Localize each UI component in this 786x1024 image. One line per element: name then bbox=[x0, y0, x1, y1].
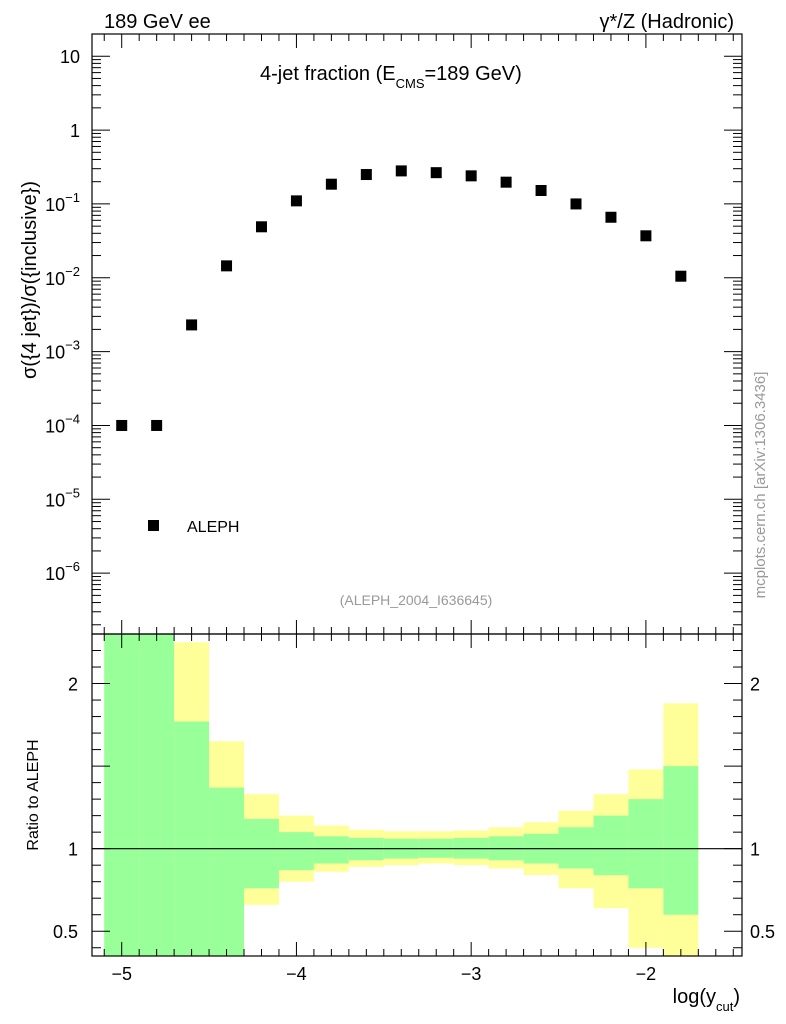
inner-band-bin bbox=[104, 634, 140, 956]
y-tick-label: 10−3 bbox=[45, 338, 80, 363]
data-point-aleph bbox=[116, 419, 128, 431]
y-tick-label-exponent: −5 bbox=[65, 485, 80, 500]
x-axis-label-subscript: cut bbox=[716, 999, 734, 1014]
inner-band-bin bbox=[244, 818, 279, 889]
y-tick-label: 1 bbox=[70, 121, 80, 141]
data-point-aleph bbox=[500, 176, 512, 188]
legend-label-aleph: ALEPH bbox=[187, 519, 239, 536]
x-tick-label: −3 bbox=[461, 964, 482, 984]
data-point-aleph bbox=[640, 230, 652, 242]
x-axis-label-main: log(y bbox=[673, 986, 716, 1008]
y-tick-label-base: 10 bbox=[45, 490, 65, 510]
x-tick-label: −5 bbox=[111, 964, 132, 984]
y-tick-label-exponent: −3 bbox=[65, 338, 80, 353]
y-tick-label: 10−1 bbox=[45, 190, 80, 215]
analysis-id-label: (ALEPH_2004_I636645) bbox=[340, 592, 493, 608]
bottom-y-axis-label: Ratio to ALEPH bbox=[25, 739, 42, 850]
data-point-aleph bbox=[570, 198, 582, 210]
header-left-label: 189 GeV ee bbox=[104, 11, 211, 33]
data-point-aleph bbox=[430, 167, 442, 179]
y-tick-label-base: 10 bbox=[45, 564, 65, 584]
bottom-panel-frame bbox=[91, 633, 743, 957]
legend: ALEPH bbox=[148, 519, 239, 536]
y-tick-label-exponent: −2 bbox=[65, 264, 80, 279]
data-points bbox=[116, 165, 687, 431]
data-point-aleph bbox=[395, 165, 407, 177]
inner-band-bin bbox=[209, 787, 245, 956]
ratio-y-tick-label-left: 2 bbox=[68, 675, 78, 695]
side-credit-label: mcplots.cern.ch [arXiv:1306.3436] bbox=[752, 372, 769, 599]
inner-band-bin bbox=[558, 827, 594, 869]
y-tick-label: 10−5 bbox=[45, 485, 80, 510]
y-tick-label: 10−4 bbox=[45, 411, 80, 436]
data-point-aleph bbox=[605, 211, 617, 223]
inner-band-bin bbox=[174, 721, 210, 956]
x-axis-label-end: ) bbox=[733, 986, 740, 1008]
ratio-y-tick-label-right: 1 bbox=[750, 840, 760, 860]
data-point-aleph bbox=[221, 260, 233, 272]
inner-band-bin bbox=[628, 799, 664, 889]
y-tick-label-exponent: −4 bbox=[65, 411, 80, 426]
ratio-y-tick-label-right: 0.5 bbox=[750, 922, 775, 942]
inner-band-bin bbox=[313, 836, 349, 864]
y-tick-label: 10−6 bbox=[45, 559, 80, 584]
y-tick-label: 10 bbox=[60, 47, 80, 67]
data-point-aleph bbox=[290, 195, 302, 207]
inner-band-bin bbox=[278, 832, 314, 871]
title-end: =189 GeV) bbox=[425, 63, 522, 85]
top-y-axis-label: σ({4 jet})/σ({inclusive}) bbox=[19, 181, 41, 379]
y-tick-label-base: 10 bbox=[45, 416, 65, 436]
data-point-aleph bbox=[535, 184, 547, 196]
y-tick-label-base: 10 bbox=[60, 47, 80, 67]
x-tick-label: −2 bbox=[636, 964, 657, 984]
data-point-aleph bbox=[255, 221, 267, 233]
y-tick-label-base: 10 bbox=[45, 269, 65, 289]
inner-band-bin bbox=[593, 815, 629, 876]
ratio-y-tick-label-right: 2 bbox=[750, 675, 760, 695]
title-main: 4-jet fraction (E bbox=[260, 63, 396, 85]
axes bbox=[91, 33, 743, 957]
data-point-aleph bbox=[151, 419, 163, 431]
inner-band-bin bbox=[139, 634, 175, 956]
ratio-bands bbox=[104, 634, 699, 956]
y-tick-label-exponent: −1 bbox=[65, 190, 80, 205]
data-point-aleph bbox=[675, 270, 687, 282]
legend-marker-aleph bbox=[148, 520, 159, 531]
y-tick-label-base: 1 bbox=[70, 121, 80, 141]
header-right-label: γ*/Z (Hadronic) bbox=[600, 11, 734, 33]
x-tick-label: −4 bbox=[286, 964, 307, 984]
y-tick-label: 10−2 bbox=[45, 264, 80, 289]
data-point-aleph bbox=[186, 319, 198, 331]
data-point-aleph bbox=[360, 169, 372, 181]
y-tick-label-base: 10 bbox=[45, 195, 65, 215]
ratio-y-tick-label-left: 0.5 bbox=[53, 922, 78, 942]
title-subscript: CMS bbox=[396, 76, 425, 91]
y-tick-label-exponent: −6 bbox=[65, 559, 80, 574]
chart-title: 4-jet fraction (ECMS=189 GeV) bbox=[260, 63, 522, 91]
ratio-y-tick-label-left: 1 bbox=[68, 840, 78, 860]
data-point-aleph bbox=[325, 178, 337, 190]
data-point-aleph bbox=[465, 170, 477, 182]
x-axis-label: log(ycut) bbox=[673, 986, 740, 1014]
y-tick-label-base: 10 bbox=[45, 343, 65, 363]
top-panel-frame bbox=[91, 33, 743, 635]
inner-band-bin bbox=[663, 766, 699, 915]
